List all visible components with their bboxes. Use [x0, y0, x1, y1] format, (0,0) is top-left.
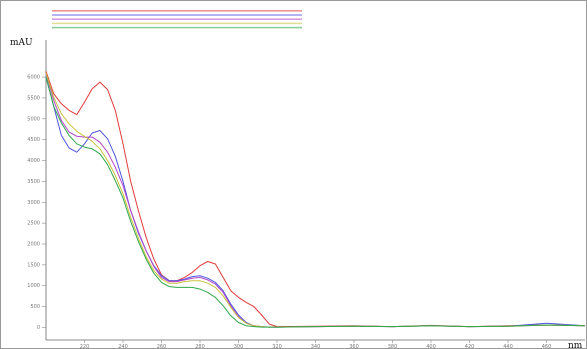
y-tick-label: 3000 — [27, 200, 40, 206]
x-tick-label: 300 — [234, 344, 244, 349]
y-tick-label: 4000 — [27, 158, 40, 164]
x-tick-label: 400 — [426, 344, 436, 349]
series-line — [45, 76, 586, 328]
y-tick-label: 4500 — [27, 137, 40, 143]
y-tick-label: 1500 — [27, 262, 40, 268]
x-tick-label: 240 — [118, 344, 128, 349]
y-tick-label: 5000 — [27, 116, 40, 122]
x-tick-label: 260 — [157, 344, 167, 349]
x-tick-label: 220 — [80, 344, 90, 349]
legend-entry — [52, 18, 302, 20]
y-axis-label: mAU — [10, 38, 33, 48]
legend-entry — [52, 26, 302, 29]
y-tick-label: 5500 — [27, 95, 40, 101]
y-tick-label: 0 — [37, 325, 40, 331]
y-tick-label: 2000 — [27, 242, 40, 248]
y-tick-label: 3500 — [27, 179, 40, 185]
x-tick-label: 280 — [195, 344, 205, 349]
y-ticks: 0 500 1000 1500 2000 2500 3000 3500 4000 4500 5000… — [27, 75, 46, 331]
legend-entry — [52, 10, 302, 12]
legend — [52, 10, 302, 29]
y-tick-label: 500 — [30, 304, 40, 310]
x-axis-label: nm — [568, 341, 583, 349]
x-tick-label: 460 — [542, 344, 552, 349]
x-tick-label: 360 — [349, 344, 359, 349]
x-ticks: 220 240 260 280 300 320 340 360 380 400 420 440 460 — [80, 340, 552, 349]
y-tick-label: 6000 — [27, 75, 40, 81]
y-tick-label: 2500 — [27, 221, 40, 227]
x-tick-label: 320 — [272, 344, 282, 349]
x-tick-label: 340 — [311, 344, 321, 349]
legend-entry — [52, 14, 302, 16]
series-group — [45, 71, 586, 328]
x-tick-label: 380 — [388, 344, 398, 349]
x-tick-label: 440 — [503, 344, 513, 349]
x-tick-label: 420 — [465, 344, 475, 349]
y-tick-label: 1000 — [27, 283, 40, 289]
legend-entry — [52, 22, 302, 25]
